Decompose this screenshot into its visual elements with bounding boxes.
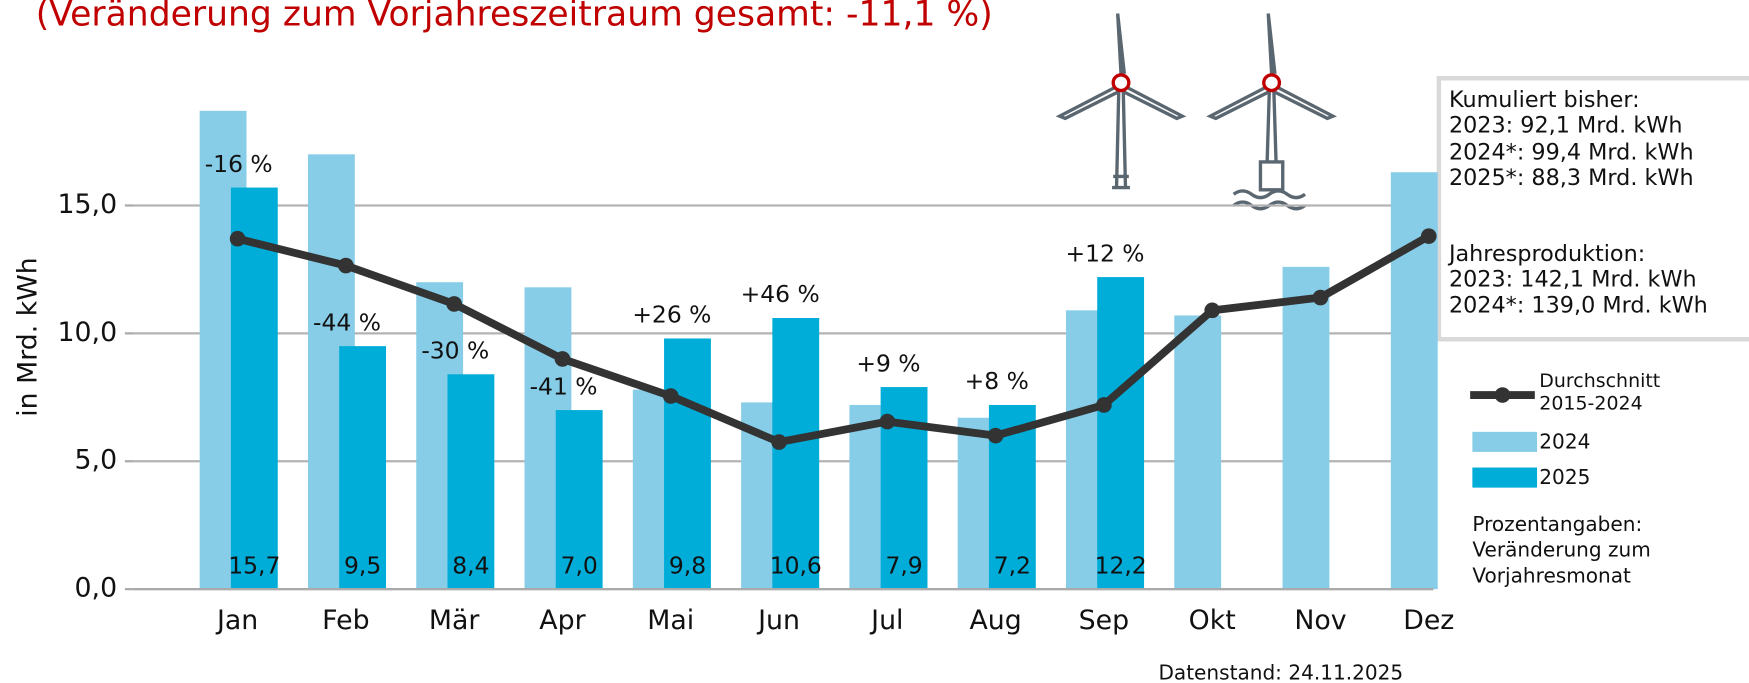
bar [555, 410, 603, 590]
note-line: Vorjahresmonat [1472, 563, 1631, 587]
info-box [1436, 76, 1749, 342]
y-tick-label: 10,0 [58, 317, 118, 348]
bar [1097, 277, 1145, 590]
value-label: 7,2 [994, 551, 1031, 579]
legend-point [1494, 387, 1511, 403]
value-label: 10,6 [770, 551, 822, 579]
value-label: 7,9 [885, 551, 922, 579]
average-point [771, 434, 787, 450]
info-box-line: Jahresproduktion: [1447, 241, 1645, 267]
average-point [662, 388, 679, 404]
change-label: +26 % [632, 301, 711, 329]
info-box-line: 2023: 92,1 Mrd. kWh [1449, 113, 1683, 139]
average-point [338, 257, 354, 274]
value-label: 9,8 [669, 551, 706, 579]
value-label: 7,0 [561, 551, 598, 579]
wind-turbine-icons [1055, 13, 1337, 211]
x-tick-label: Jan [215, 605, 258, 636]
legend-label: 2025 [1539, 465, 1590, 489]
x-tick-label: Sep [1079, 605, 1129, 636]
value-label: 12,2 [1095, 551, 1147, 579]
bar [230, 187, 278, 590]
source-note: Datenstand: 24.11.2025 [1158, 660, 1403, 683]
info-box-line: 2023: 142,1 Mrd. kWh [1449, 267, 1697, 293]
legend-swatch [1472, 467, 1538, 488]
average-line [236, 232, 1431, 446]
average-point [1420, 228, 1437, 244]
value-label: 8,4 [452, 551, 489, 579]
change-label: -41 % [530, 372, 598, 400]
note-line: Prozentangaben: [1472, 512, 1642, 536]
x-tick-label: Feb [322, 605, 369, 636]
x-tick-label: Jun [756, 605, 800, 636]
change-label: +8 % [965, 367, 1029, 395]
x-tick-label: Aug [969, 605, 1021, 636]
note-line: Veränderung zum [1472, 538, 1650, 562]
x-tick-label: Mär [429, 605, 480, 636]
bar [1282, 266, 1330, 590]
value-label: 9,5 [344, 551, 381, 579]
legend-swatch [1472, 431, 1538, 452]
y-tick-label: 0,0 [75, 573, 118, 604]
legend-label-box: Durchschnitt 2015-2024 [1539, 370, 1661, 416]
change-label: -44 % [313, 308, 381, 336]
change-label: -16 % [205, 150, 273, 178]
x-tick-label: Jul [869, 605, 903, 636]
bar [1174, 315, 1222, 590]
average-point [1204, 302, 1221, 319]
average-point [1312, 289, 1329, 306]
bar [664, 338, 711, 590]
average-point [987, 427, 1004, 444]
info-box-line: 2024*: 99,4 Mrd. kWh [1449, 139, 1694, 165]
info-box-line: 2024*: 139,0 Mrd. kWh [1449, 292, 1708, 318]
average-point [1096, 397, 1112, 413]
info-box-line: Kumuliert bisher: [1449, 87, 1640, 113]
y-tick-label: 15,0 [58, 189, 118, 220]
y-tick-label: 5,0 [75, 445, 118, 476]
bar [447, 374, 495, 590]
x-tick-label: Mai [647, 605, 694, 636]
average-point [554, 351, 571, 367]
change-label: +46 % [741, 280, 820, 308]
x-tick-label: Apr [539, 605, 585, 636]
change-label: +12 % [1065, 239, 1144, 267]
average-point [229, 230, 246, 247]
change-label: +9 % [856, 349, 920, 377]
bar [772, 318, 820, 590]
info-box-line: 2025*: 88,3 Mrd. kWh [1449, 165, 1694, 191]
average-point [879, 413, 896, 430]
legend-label: 2024 [1539, 430, 1590, 454]
y-axis-label: in Mrd. kWh [13, 257, 44, 416]
value-label: 15,7 [228, 551, 280, 579]
chart-title: (Veränderung zum Vorjahreszeitraum gesam… [36, 0, 993, 34]
change-label: -30 % [421, 336, 489, 364]
x-tick-label: Dez [1403, 605, 1454, 636]
average-point [446, 296, 462, 312]
bar [339, 346, 387, 590]
legend-label: Durchschnitt 2015-2024 [1539, 370, 1661, 416]
x-tick-label: Okt [1189, 605, 1236, 636]
x-tick-label: Nov [1294, 605, 1346, 636]
